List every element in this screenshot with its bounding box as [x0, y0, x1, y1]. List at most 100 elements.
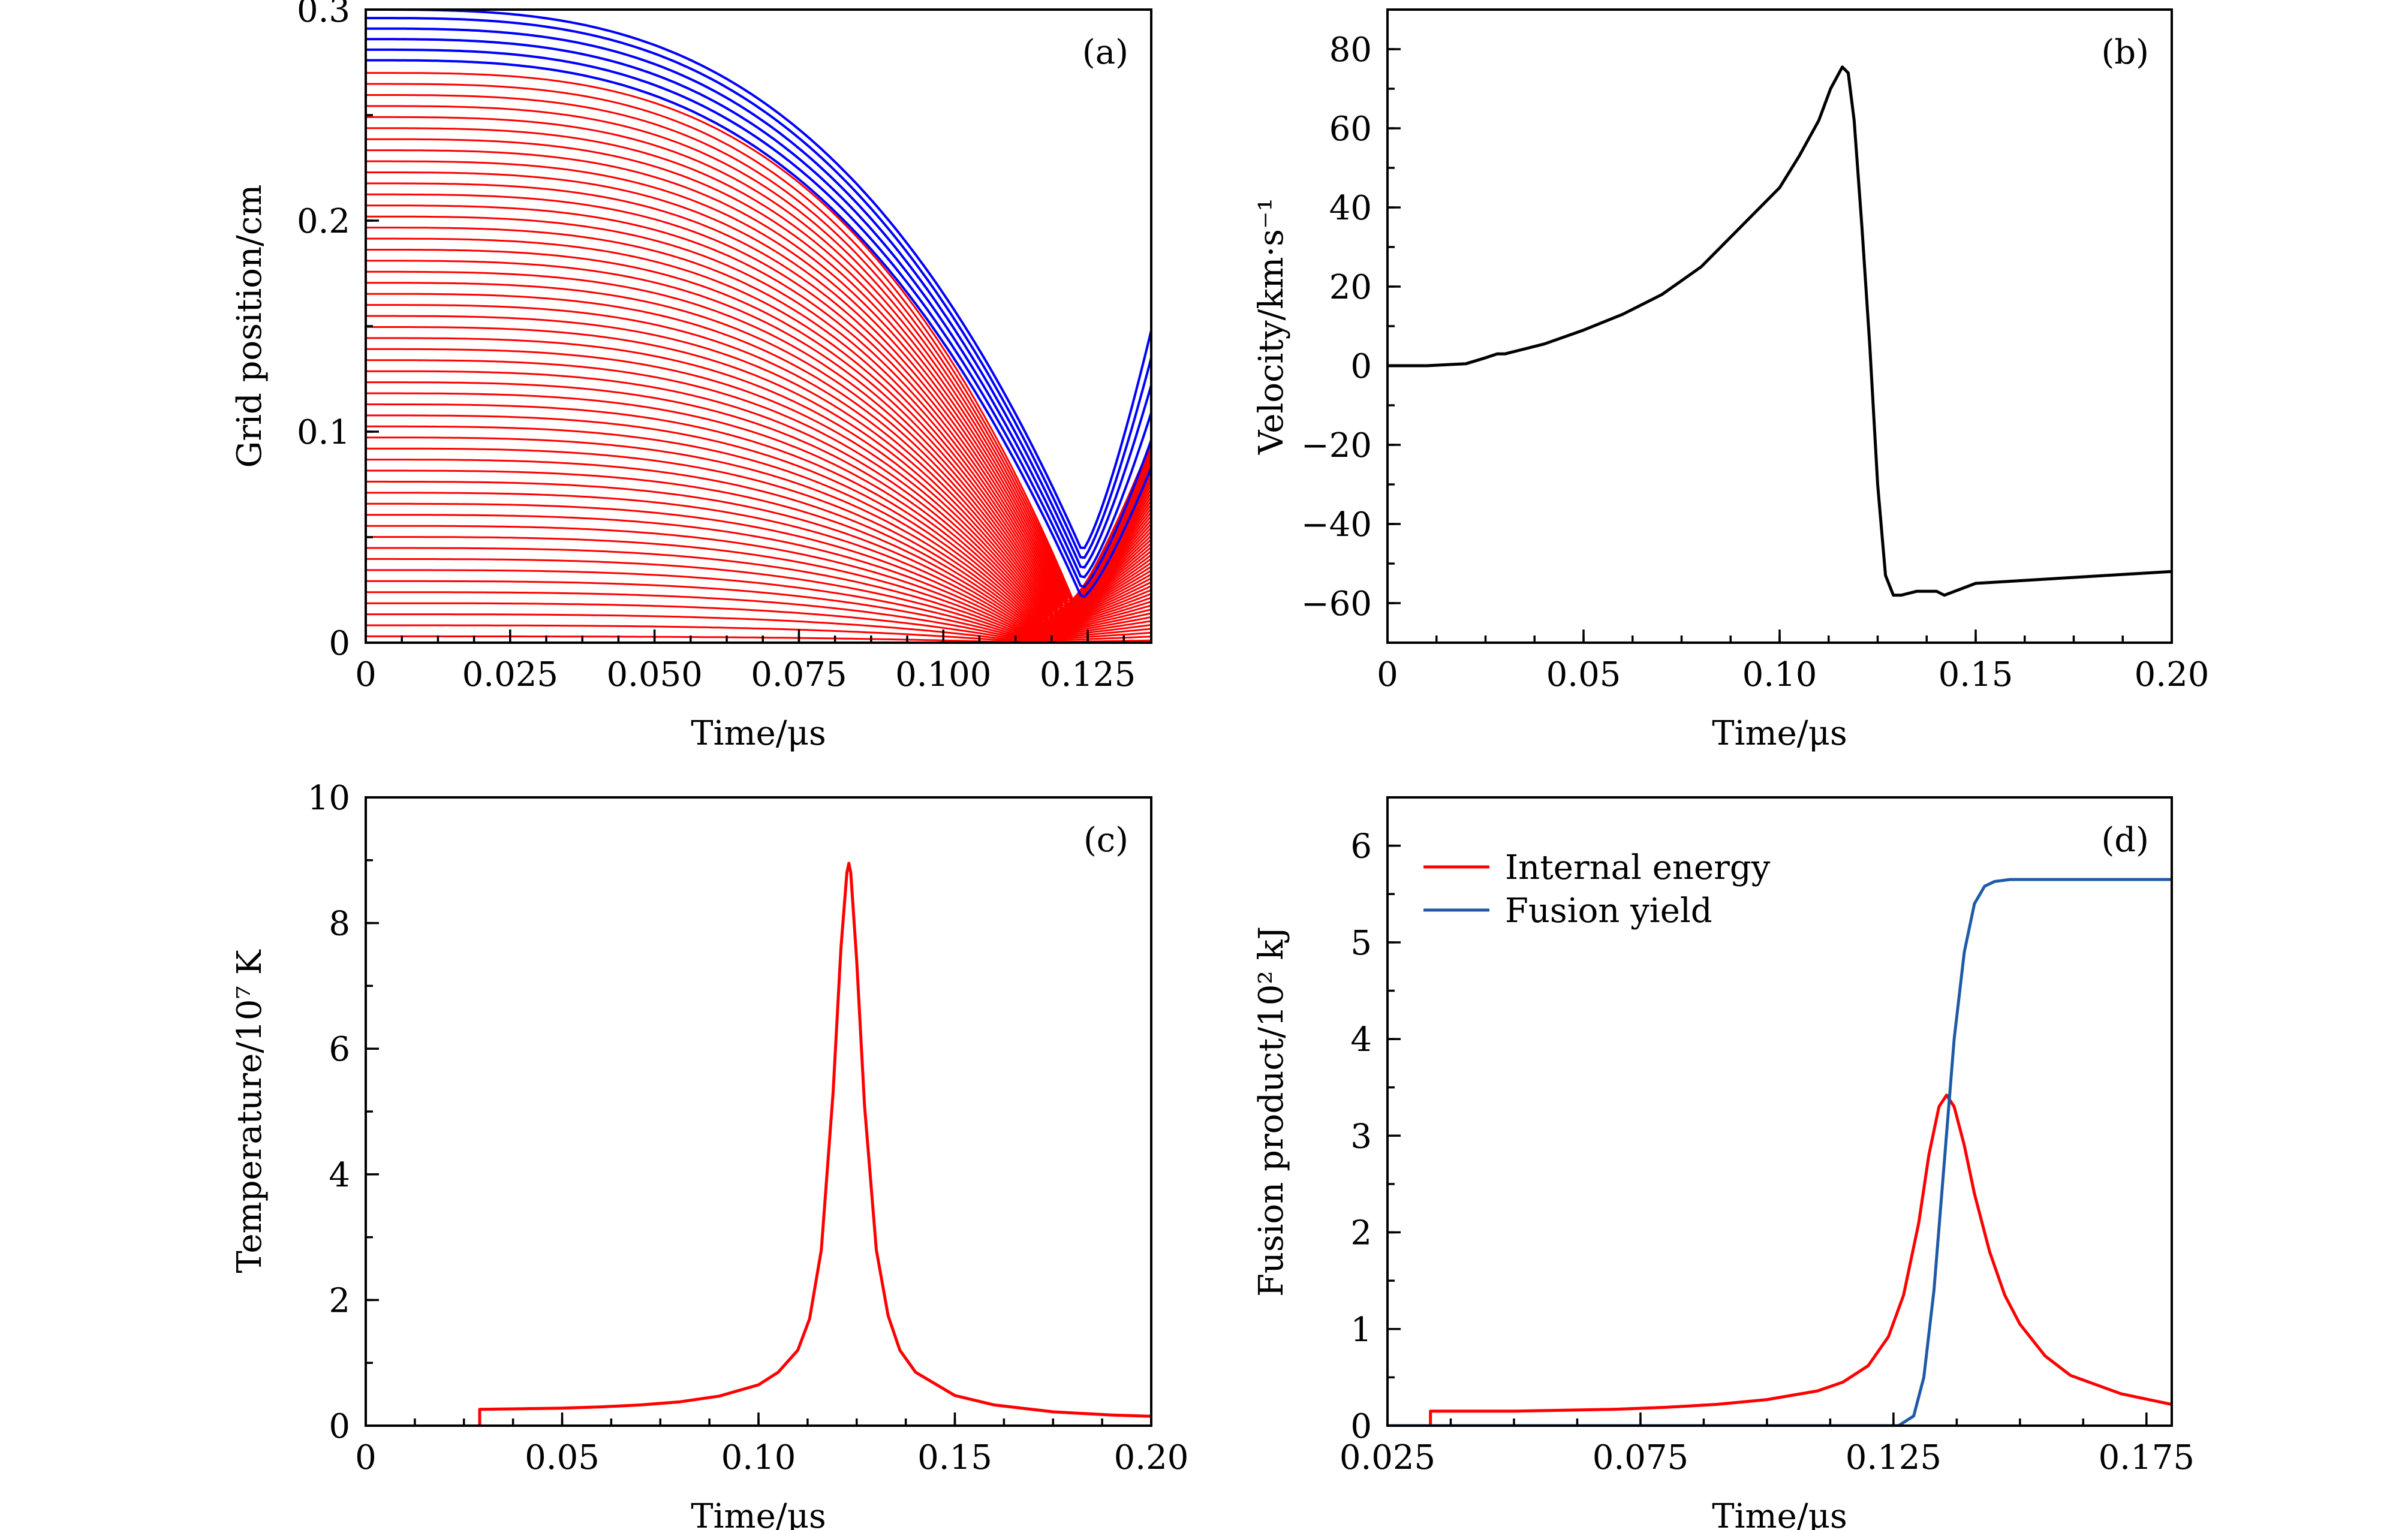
liner-grid-line	[366, 10, 1151, 549]
series-line-velocity	[1387, 65, 2172, 597]
y-tick-label: 5	[1350, 924, 1372, 963]
y-tick-label: 0.3	[297, 0, 350, 30]
fuel-grid-line	[366, 514, 1151, 634]
y-axis-label: Fusion product/10² kJ	[1252, 926, 1291, 1297]
fuel-grid-line	[366, 447, 1151, 630]
panel-a: 0 0.025 0.050 0.075 0.100 0.125 0 0.1 0.2 0.3 Time…	[230, 0, 1152, 753]
fuel-grid-line	[366, 392, 1151, 625]
y-tick-label: 3	[1350, 1117, 1372, 1156]
series-line-fusion-yield	[1387, 878, 2172, 1426]
fuel-grid-line	[366, 304, 1151, 619]
fuel-grid-line	[366, 260, 1151, 615]
fuel-grid-line	[366, 227, 1151, 612]
fuel-grid-line	[366, 127, 1151, 606]
x-tick-label: 0.15	[1939, 655, 2013, 694]
y-tick-label: −40	[1301, 505, 1372, 544]
x-tick-label: 0.025	[1340, 1438, 1435, 1477]
plot-area	[1387, 878, 2172, 1426]
liner-grid-line	[366, 17, 1151, 559]
liner-grid-line	[366, 48, 1151, 589]
fuel-grid-line	[366, 436, 1151, 629]
y-axis-label: Grid position/cm	[230, 185, 269, 468]
y-tick-label: 0	[1350, 1407, 1372, 1446]
x-tick-label: 0.10	[1742, 655, 1817, 694]
fuel-grid-line	[366, 370, 1151, 623]
x-tick-label: 0.20	[1114, 1438, 1189, 1477]
panel-b: 0 0.05 0.10 0.15 0.20 −60 −40 −20 0 20 40 60 80 Time/…	[1252, 8, 2210, 753]
y-tick-label: 0.1	[297, 413, 350, 452]
x-axis-label: Time/μs	[1712, 714, 1847, 753]
y-tick-label: 6	[329, 1030, 350, 1069]
x-tick-label: 0.100	[895, 655, 991, 694]
y-tick-label: 1	[1350, 1311, 1372, 1350]
fuel-grid-line	[366, 337, 1151, 622]
liner-grid-line	[366, 38, 1151, 579]
legend: Internal energy Fusion yield	[1423, 848, 1771, 930]
y-tick-label: 6	[1350, 827, 1372, 866]
fuel-grid-line	[366, 215, 1151, 610]
y-tick-label: 20	[1329, 268, 1372, 307]
fuel-grid-line	[366, 204, 1151, 611]
fuel-grid-line	[366, 160, 1151, 607]
y-tick-label: 4	[1350, 1020, 1372, 1059]
fuel-grid-line	[366, 193, 1151, 611]
fuel-grid-line	[366, 72, 1151, 601]
x-tick-label: 0.175	[2099, 1438, 2195, 1477]
fuel-grid-line	[366, 547, 1151, 637]
x-tick-label: 0.05	[525, 1438, 600, 1477]
series-line-internal-energy	[1429, 1094, 2172, 1426]
series-line-temperature	[478, 862, 1151, 1426]
panel-label: (a)	[1082, 33, 1128, 72]
fuel-grid-line	[366, 525, 1151, 636]
y-tick-label: 40	[1329, 189, 1372, 228]
plot-area	[478, 862, 1151, 1426]
fuel-grid-line	[366, 94, 1151, 603]
fuel-grid-line	[366, 326, 1151, 619]
fuel-grid-line	[366, 237, 1151, 615]
fuel-grid-line	[366, 414, 1151, 627]
fuel-grid-line	[366, 116, 1151, 602]
y-tick-label: 0	[329, 624, 350, 663]
x-tick-label: 0.050	[606, 655, 702, 694]
y-tick-label: 0.2	[297, 202, 350, 241]
y-axis-label: Velocity/km·s⁻¹	[1252, 198, 1291, 455]
fuel-grid-line	[366, 459, 1151, 630]
plot-frame	[365, 796, 1152, 1427]
x-tick-label: 0.15	[917, 1438, 992, 1477]
fuel-grid-line	[366, 171, 1151, 607]
fuel-grid-line	[366, 381, 1151, 624]
fuel-grid-line	[366, 83, 1151, 603]
y-tick-label: −20	[1301, 426, 1372, 465]
x-tick-label: 0.025	[462, 655, 558, 694]
fuel-grid-line	[366, 293, 1151, 618]
y-tick-label: 60	[1329, 110, 1372, 149]
fuel-grid-line	[366, 580, 1151, 639]
x-axis-label: Time/μs	[691, 714, 826, 753]
fuel-grid-line	[366, 591, 1151, 640]
x-tick-label: 0.20	[2135, 655, 2210, 694]
fuel-grid-line	[366, 348, 1151, 622]
fuel-grid-line	[366, 105, 1151, 603]
x-tick-label: 0	[1377, 655, 1398, 694]
fuel-grid-line	[366, 425, 1151, 627]
panel-label: (c)	[1083, 821, 1128, 860]
fuel-grid-line	[366, 270, 1151, 615]
y-axis-label: Temperature/10⁷ K	[230, 949, 269, 1273]
x-tick-label: 0.075	[1593, 1438, 1688, 1477]
fuel-grid-line	[366, 492, 1151, 633]
fuel-grid-line	[366, 315, 1151, 619]
y-tick-label: 8	[329, 905, 350, 944]
fuel-grid-line	[366, 249, 1151, 615]
plot-area	[1387, 65, 2172, 597]
x-tick-label: 0.05	[1546, 655, 1621, 694]
y-tick-label: 0	[1350, 347, 1372, 386]
legend-label: Internal energy	[1505, 848, 1771, 887]
fuel-grid-line	[366, 602, 1151, 641]
x-tick-label: 0.075	[751, 655, 847, 694]
fuel-grid-line	[366, 558, 1151, 637]
plot-area	[366, 10, 1151, 643]
fuel-grid-line	[366, 569, 1151, 638]
y-tick-label: −60	[1301, 585, 1372, 624]
fuel-grid-line	[366, 138, 1151, 607]
x-tick-label: 0.125	[1846, 1438, 1942, 1477]
